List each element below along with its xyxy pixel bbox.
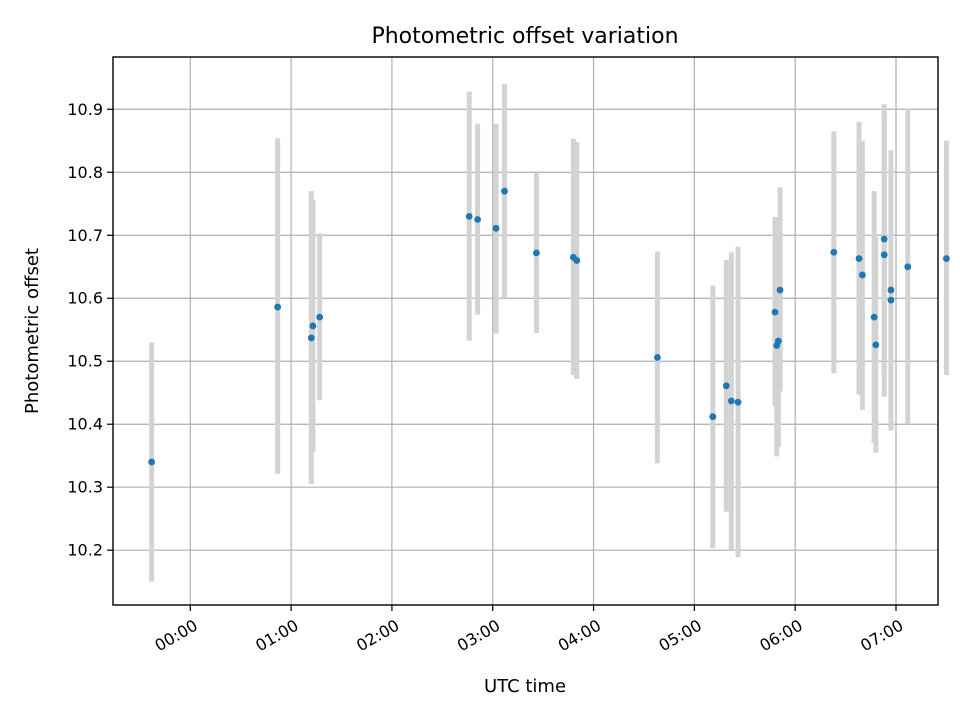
data-point	[872, 341, 880, 349]
data-point	[653, 354, 661, 361]
data-point	[771, 308, 779, 316]
data-point	[148, 458, 156, 466]
y-axis-label: Photometric offset	[22, 248, 43, 414]
y-tick-label: 10.7	[67, 226, 103, 245]
data-point	[855, 255, 863, 262]
grid-layer	[113, 57, 938, 605]
x-tick-label: 00:00	[151, 616, 200, 656]
y-tick-label: 10.3	[67, 478, 103, 497]
data-point	[274, 303, 282, 311]
data-point	[573, 257, 581, 264]
point-layer	[148, 187, 950, 466]
errorbar-layer	[149, 84, 949, 582]
x-tick-label: 05:00	[656, 616, 705, 656]
data-point	[870, 313, 878, 321]
data-point	[722, 382, 730, 390]
data-point	[727, 397, 735, 405]
data-point	[830, 248, 838, 256]
data-point	[307, 334, 315, 342]
x-tick-label: 01:00	[252, 616, 301, 656]
data-point	[887, 286, 895, 294]
x-tick-label: 03:00	[454, 616, 503, 656]
y-tick-label: 10.2	[67, 541, 103, 560]
y-tick-label: 10.4	[67, 415, 103, 434]
x-tick-label: 02:00	[353, 616, 402, 656]
x-tick-label: 06:00	[756, 616, 805, 656]
data-point	[774, 337, 782, 345]
data-point	[887, 296, 895, 304]
data-point	[709, 413, 717, 421]
y-tick-label: 10.6	[67, 289, 103, 308]
data-point	[492, 224, 500, 232]
plot-frame	[112, 56, 939, 606]
y-tick-label: 10.9	[67, 100, 103, 119]
data-point	[858, 271, 866, 279]
data-point	[776, 286, 784, 294]
data-point	[316, 313, 324, 321]
chart-title: Photometric offset variation	[371, 24, 678, 49]
y-tick-label: 10.8	[67, 163, 103, 182]
data-point	[309, 322, 317, 330]
x-axis-label: UTC time	[484, 676, 566, 697]
data-point	[533, 249, 540, 257]
data-point	[501, 187, 508, 195]
data-point	[904, 263, 912, 271]
data-point	[734, 398, 742, 406]
x-tick-label: 07:00	[857, 616, 906, 656]
y-tick-label: 10.5	[67, 352, 103, 371]
data-point	[880, 235, 888, 243]
data-point	[880, 251, 888, 259]
data-point	[465, 212, 473, 220]
data-point	[474, 216, 482, 223]
data-point	[943, 255, 950, 262]
x-tick-label: 04:00	[555, 616, 604, 656]
